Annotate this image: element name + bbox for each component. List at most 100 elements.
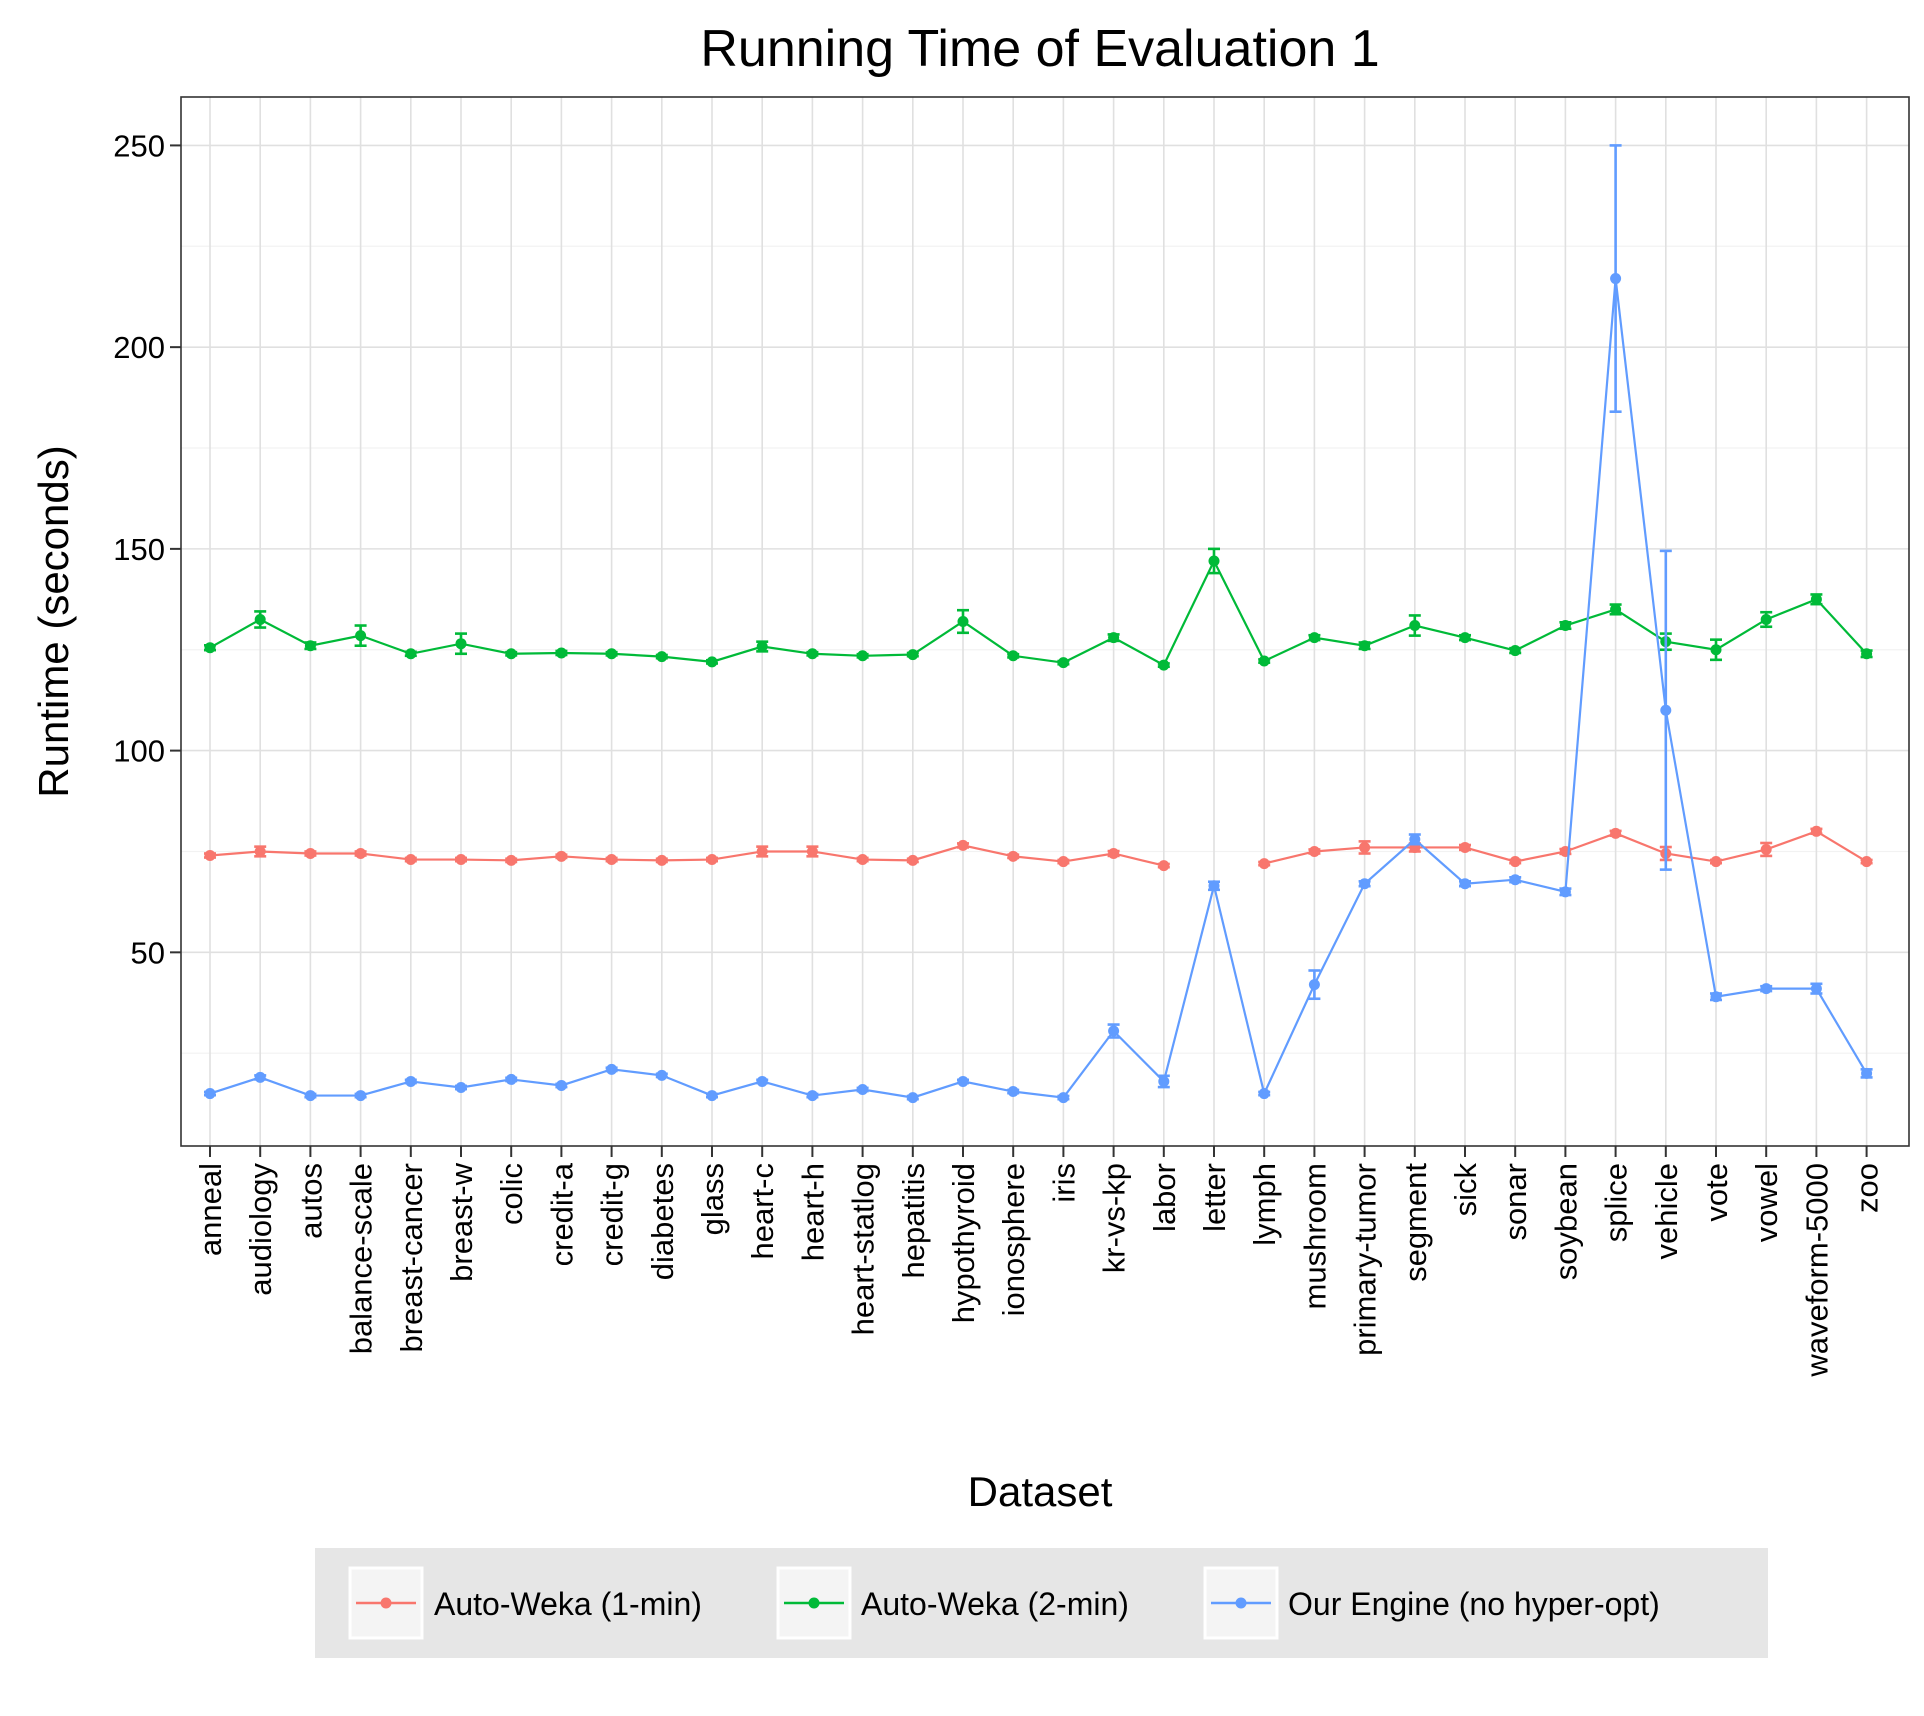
legend-item-3: Our Engine (no hyper-opt) xyxy=(1203,1566,1660,1640)
x-tick-label: kr-vs-kp xyxy=(1097,1163,1132,1273)
x-tick-label: credit-a xyxy=(544,1162,579,1266)
legend-item-1: Auto-Weka (1-min) xyxy=(348,1566,702,1640)
x-tick-label: hepatitis xyxy=(896,1163,931,1278)
data-point xyxy=(1007,1086,1019,1098)
data-point xyxy=(907,649,919,661)
data-point xyxy=(355,1090,367,1102)
data-point xyxy=(606,1063,618,1075)
x-tick-label: letter xyxy=(1197,1163,1232,1232)
data-point xyxy=(1760,613,1772,625)
data-point xyxy=(1610,827,1622,839)
x-tick-label: glass xyxy=(695,1163,730,1235)
data-point xyxy=(1509,645,1521,657)
data-point xyxy=(957,616,969,627)
x-tick-label: vehicle xyxy=(1649,1163,1684,1260)
axes: 50 100 150 200 250 anneal audiology autos balanc… xyxy=(113,128,1884,1377)
grid xyxy=(181,97,1909,1146)
data-point xyxy=(1509,874,1521,886)
data-point xyxy=(1057,657,1069,669)
series-line xyxy=(209,558,1868,667)
plot-panel-border xyxy=(180,96,1910,1147)
data-point xyxy=(1810,593,1822,605)
data-point xyxy=(706,854,718,866)
data-point xyxy=(756,845,768,857)
series-line xyxy=(209,278,1868,1099)
x-tick-label: vowel xyxy=(1749,1163,1784,1242)
data-point xyxy=(957,1075,969,1087)
y-tick-label: 200 xyxy=(113,330,165,365)
x-tick-label: segment xyxy=(1398,1163,1433,1282)
x-tick-label: soybean xyxy=(1548,1163,1583,1280)
data-point xyxy=(1559,886,1571,898)
data-point xyxy=(1359,841,1371,853)
data-point xyxy=(1057,856,1069,868)
data-point xyxy=(957,839,969,851)
data-point xyxy=(1158,659,1170,671)
data-point xyxy=(505,648,517,660)
data-point xyxy=(857,854,869,866)
series-1 xyxy=(204,825,1873,872)
x-tick-label: diabetes xyxy=(645,1163,680,1280)
data-point xyxy=(1710,991,1722,1003)
data-point xyxy=(555,647,567,659)
data-point xyxy=(1861,648,1873,660)
x-tick-label: breast-w xyxy=(444,1162,479,1281)
data-point xyxy=(656,1069,668,1081)
x-tick-label: labor xyxy=(1147,1163,1182,1232)
data-point xyxy=(304,640,316,652)
data-point xyxy=(606,854,618,866)
data-point xyxy=(304,847,316,859)
x-tick-label: mushroom xyxy=(1297,1163,1332,1309)
data-point xyxy=(1108,1025,1120,1037)
data-point xyxy=(204,1088,216,1100)
data-point xyxy=(1559,620,1571,632)
x-tick-label: anneal xyxy=(193,1163,228,1256)
data-point xyxy=(857,1084,869,1096)
data-point xyxy=(1308,845,1320,857)
x-tick-label: breast-cancer xyxy=(394,1163,429,1353)
x-tick-label: lymph xyxy=(1247,1163,1282,1246)
data-point xyxy=(907,854,919,866)
x-tick-label: autos xyxy=(293,1163,328,1239)
data-point xyxy=(455,854,467,866)
data-point xyxy=(1459,841,1471,853)
x-axis-title: Dataset xyxy=(968,1468,1113,1515)
series xyxy=(204,144,1873,1104)
x-tick-label: heart-statlog xyxy=(846,1163,881,1335)
data-point xyxy=(706,1090,718,1102)
data-point xyxy=(1208,880,1220,892)
data-point xyxy=(656,854,668,866)
legend: Auto-Weka (1-min) Auto-Weka (2-min) Our En… xyxy=(315,1548,1768,1658)
data-point xyxy=(1610,273,1622,285)
data-point xyxy=(254,1071,266,1083)
data-point xyxy=(405,1075,417,1087)
data-point xyxy=(1258,655,1270,667)
data-point xyxy=(1258,858,1270,870)
x-tick-label: zoo xyxy=(1850,1163,1885,1213)
data-point xyxy=(304,1090,316,1102)
data-point xyxy=(1158,1075,1170,1087)
data-point xyxy=(1810,983,1822,995)
series-2 xyxy=(204,547,1873,671)
x-tick-label: ionosphere xyxy=(996,1163,1031,1316)
legend-key-point xyxy=(808,1597,820,1609)
data-point xyxy=(706,656,718,668)
data-point xyxy=(1710,644,1722,656)
data-point xyxy=(756,1075,768,1087)
data-point xyxy=(1258,1088,1270,1100)
data-point xyxy=(606,648,618,660)
x-tick-label: vote xyxy=(1699,1163,1734,1222)
y-tick-label: 50 xyxy=(131,935,165,970)
data-point xyxy=(1710,856,1722,868)
x-tick-label: credit-g xyxy=(595,1163,630,1266)
data-point xyxy=(1359,878,1371,890)
data-point xyxy=(1108,632,1120,644)
legend-key-point xyxy=(380,1597,392,1609)
data-point xyxy=(1359,640,1371,652)
data-point xyxy=(254,845,266,857)
data-point xyxy=(806,845,818,857)
data-point xyxy=(1158,860,1170,872)
data-point xyxy=(806,1090,818,1102)
